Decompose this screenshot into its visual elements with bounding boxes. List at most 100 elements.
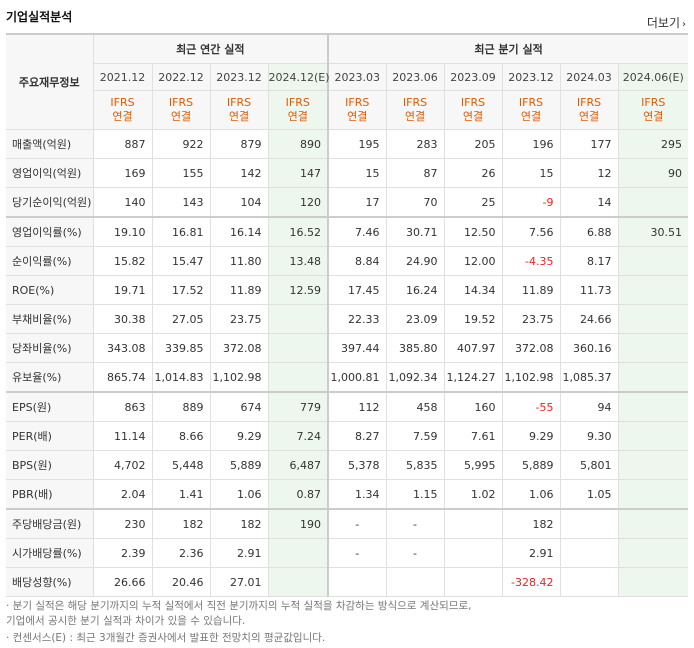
period-header: 2023.06 [385, 63, 445, 91]
table-cell: 230 [92, 508, 153, 539]
table-row: 시가배당률(%) 2.39 2.36 2.91- -2.91 [6, 538, 689, 568]
table-cell: 8.66 [151, 421, 211, 451]
table-row: 매출액(억원) 887 922 879 890 195 283 205 196 177 295 [6, 129, 689, 159]
table-cell [617, 391, 689, 422]
corner-label: 주요재무정보 [6, 33, 94, 130]
table-cell: 1.06 [501, 479, 561, 510]
table-cell: 13.48 [267, 246, 329, 276]
consolidated-label: 연결 [462, 110, 484, 123]
table-cell [443, 538, 503, 568]
table-cell: -9 [501, 187, 561, 218]
table-cell: 30.38 [92, 304, 153, 334]
chevron-right-icon: › [682, 19, 686, 30]
period-header: 2022.12 [151, 63, 211, 91]
table-cell: 27.01 [209, 567, 269, 597]
period-header: 2023.09 [443, 63, 503, 91]
table-cell [267, 567, 329, 597]
table-cell: 9.29 [501, 421, 561, 451]
table-cell [267, 333, 329, 363]
table-cell: 1.02 [443, 479, 503, 510]
table-cell: 12 [559, 158, 619, 188]
table-cell: 5,801 [559, 450, 619, 480]
table-cell: 26 [443, 158, 503, 188]
row-label: BPS(원) [6, 450, 94, 480]
more-link[interactable]: 더보기 › [647, 14, 686, 31]
table-cell: 11.89 [501, 275, 561, 305]
table-cell: 112 [327, 391, 387, 422]
table-cell: 23.75 [501, 304, 561, 334]
table-cell: 1,102.98 [209, 362, 269, 393]
table-cell: 779 [267, 391, 329, 422]
table-cell [617, 479, 689, 510]
table-row: ROE(%) 19.71 17.52 11.89 12.59 17.45 16.24 14.3… [6, 275, 689, 305]
table-cell: 16.52 [267, 216, 329, 247]
table-cell [617, 187, 689, 218]
row-label: 당좌비율(%) [6, 333, 94, 363]
table-cell: 407.97 [443, 333, 503, 363]
table-cell: 922 [151, 129, 211, 159]
table-cell [617, 362, 689, 393]
table-row: EPS(원) 863 889 674 779 112 458 160 -55 94 [6, 391, 689, 422]
table-cell: 17.45 [327, 275, 387, 305]
table-cell: -55 [501, 391, 561, 422]
table-cell: 23.75 [209, 304, 269, 334]
table-cell [385, 567, 445, 597]
table-cell: 458 [385, 391, 445, 422]
table-cell: 7.46 [327, 216, 387, 247]
table-cell: 7.24 [267, 421, 329, 451]
table-cell: 190 [267, 508, 329, 539]
period-header: 2023.12 [501, 63, 561, 91]
table-row: 당기순이익(억원) 140 143 104 120 17 70 25 -9 14 [6, 187, 689, 218]
ifrs-standard: IFRS 연결 [443, 90, 503, 130]
table-cell: 12.50 [443, 216, 503, 247]
table-cell: 70 [385, 187, 445, 218]
table-cell: 6,487 [267, 450, 329, 480]
table-row: 영업이익률(%) 19.10 16.81 16.14 16.52 7.46 30.71 12.… [6, 216, 689, 247]
table-cell: 27.05 [151, 304, 211, 334]
row-label: 부채비율(%) [6, 304, 94, 334]
table-cell: 90 [617, 158, 689, 188]
table-cell: 5,448 [151, 450, 211, 480]
period-header: 2024.03 [559, 63, 619, 91]
table-cell: 5,995 [443, 450, 503, 480]
consolidated-label: 연결 [112, 110, 133, 123]
table-cell: 11.89 [209, 275, 269, 305]
table-row: 유보율(%) 865.74 1,014.83 1,102.98 1,000.81 1,09… [6, 362, 689, 393]
table-cell: 2.91 [209, 538, 269, 568]
ifrs-label: IFRS [226, 96, 252, 109]
table-cell: 11.80 [209, 246, 269, 276]
table-row: PER(배) 11.14 8.66 9.29 7.24 8.27 7.59 7.61 9.29 9… [6, 421, 689, 451]
table-cell: 9.29 [209, 421, 269, 451]
table-cell: 182 [151, 508, 211, 539]
ifrs-label: IFRS [402, 96, 428, 109]
table-cell [617, 275, 689, 305]
table-cell: 1,102.98 [501, 362, 561, 393]
table-cell [617, 567, 689, 597]
table-cell: 1,092.34 [385, 362, 445, 393]
ifrs-standard: IFRS 연결 [209, 90, 269, 130]
table-row: 영업이익(억원) 169 155 142 147 15 87 26 15 12 90 [6, 158, 689, 188]
row-label: PBR(배) [6, 479, 94, 510]
row-label: 매출액(억원) [6, 129, 94, 159]
table-cell: 12.00 [443, 246, 503, 276]
table-cell: 343.08 [92, 333, 153, 363]
table-cell: 9.30 [559, 421, 619, 451]
table-cell: 1,000.81 [327, 362, 387, 393]
table-cell: 283 [385, 129, 445, 159]
table-cell: 15 [501, 158, 561, 188]
table-cell [617, 246, 689, 276]
table-row: 배당성향(%) 26.66 20.46 27.01 -328.42 [6, 567, 689, 597]
period-header: 2021.12 [93, 63, 153, 91]
table-cell: 19.52 [443, 304, 503, 334]
ifrs-standard: IFRS 연결 [501, 90, 561, 130]
table-cell: 887 [92, 129, 153, 159]
table-cell: 1.34 [327, 479, 387, 510]
table-cell: 11.14 [92, 421, 153, 451]
table-cell: 14.34 [443, 275, 503, 305]
consolidated-label: 연결 [287, 110, 308, 123]
row-label: EPS(원) [6, 391, 94, 422]
table-cell [559, 538, 619, 568]
ifrs-standard: IFRS 연결 [327, 90, 387, 130]
table-cell: 7.56 [501, 216, 561, 247]
ifrs-label: IFRS [460, 96, 486, 109]
